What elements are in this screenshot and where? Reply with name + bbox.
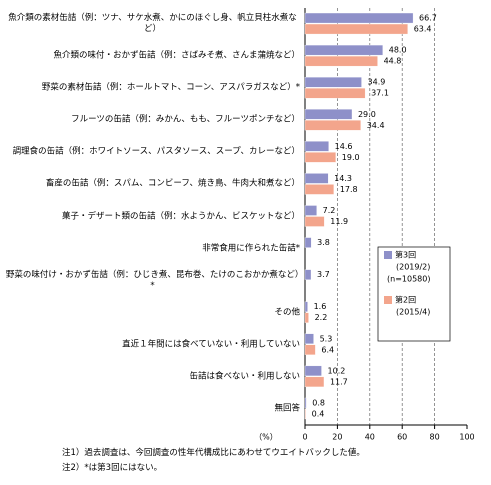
bar	[304, 365, 322, 377]
legend-label: (2015/4)	[396, 308, 430, 317]
value-label: 66.7	[419, 14, 437, 23]
category-label: 調理食の缶詰（例：ホワイトソース、パスタソース、スープ、カレーなど）	[12, 146, 300, 157]
bar	[304, 23, 408, 35]
category-label: 魚介類の味付・おかず缶詰（例：さばみそ煮、さんま蒲焼など）	[53, 50, 300, 61]
category-label: フルーツの缶詰（例：みかん、もも、フルーツポンチなど）	[71, 114, 300, 125]
legend-label: 第2回	[395, 295, 416, 305]
bar	[304, 397, 307, 409]
bar	[304, 77, 362, 88]
value-label: 63.4	[414, 25, 432, 34]
legend-label: (n=10580)	[387, 275, 430, 284]
x-tick-label: 60	[397, 433, 407, 442]
category-label: 直近１年間には食べていない・利用していない	[122, 339, 300, 350]
category-label: 畜産の缶詰（例：スパム、コンビーフ、焼き鳥、牛肉大和煮など）	[45, 178, 300, 189]
value-label: 7.2	[323, 206, 336, 215]
value-label: 3.7	[317, 270, 330, 279]
value-label: 3.8	[317, 238, 330, 247]
value-label: 17.8	[340, 185, 358, 194]
bar	[304, 312, 309, 323]
bar	[304, 184, 334, 195]
bar	[304, 344, 316, 355]
bar	[304, 205, 317, 216]
bar	[304, 55, 378, 67]
value-label: 10.2	[328, 366, 346, 375]
value-label: 44.8	[384, 57, 402, 66]
category-label: 野菜の味付け・おかず缶詰（例：ひじき煮、昆布巻、たけのこおかか煮など）*	[5, 269, 300, 291]
x-tick-label: 0	[302, 433, 307, 442]
x-tick-label: 40	[365, 433, 375, 442]
bar	[304, 12, 414, 24]
bar	[304, 152, 336, 163]
category-label: 非常食用に作られた缶詰*	[202, 243, 300, 254]
value-label: 34.9	[368, 78, 386, 87]
value-label: 29.0	[358, 110, 376, 119]
category-label: 野菜の素材缶詰（例：ホールトマト、コーン、アスパラガスなど）*	[41, 82, 300, 93]
value-label: 11.9	[330, 217, 348, 226]
bar	[304, 44, 383, 56]
value-label: 37.1	[371, 89, 389, 98]
x-tick-label: 100	[459, 433, 474, 442]
legend-label: 第3回	[395, 250, 416, 260]
x-tick-label: 80	[430, 433, 440, 442]
value-label: 34.4	[367, 121, 385, 130]
bar	[304, 141, 329, 152]
value-label: 1.6	[314, 302, 327, 311]
bar	[304, 333, 314, 344]
bar	[304, 376, 325, 388]
x-tick-label: 20	[332, 433, 342, 442]
value-label: 11.7	[330, 377, 348, 386]
category-label: 魚介類の素材缶詰（例：ツナ、サケ水煮、かにのほぐし身、帆立貝柱水煮など）	[8, 13, 297, 35]
bar	[304, 173, 329, 184]
category-label: 無回答	[274, 403, 300, 414]
legend-swatch	[384, 296, 392, 304]
note: 注2）*は第3回にはない。	[62, 463, 163, 473]
value-label: 14.6	[335, 142, 353, 151]
bar	[304, 301, 308, 312]
note: 注1）過去調査は、今回調査の性年代構成比にあわせてウエイトバックした値。	[62, 448, 365, 458]
bar	[304, 216, 325, 227]
value-label: 6.4	[321, 345, 334, 354]
bar	[304, 88, 366, 99]
category-label: 菓子・デザート類の缶詰（例：水ようかん、ビスケットなど）	[61, 211, 300, 221]
bar	[304, 120, 361, 131]
category-label: 缶詰は食べない・利用しない	[189, 371, 300, 382]
bar	[304, 237, 312, 248]
value-label: 48.0	[389, 46, 407, 55]
legend-label: (2019/2)	[396, 263, 430, 272]
bar	[304, 269, 312, 280]
value-label: 0.4	[312, 409, 325, 418]
value-label: 14.3	[334, 174, 352, 183]
legend-swatch	[384, 251, 392, 259]
value-label: 2.2	[315, 313, 328, 322]
x-axis-label: （%）	[254, 433, 278, 442]
bar	[304, 408, 306, 420]
value-label: 5.3	[320, 334, 333, 343]
legend-box	[377, 246, 451, 342]
value-label: 19.0	[342, 153, 360, 162]
value-label: 0.8	[312, 398, 325, 407]
bar	[304, 109, 353, 120]
category-label: その他	[274, 307, 300, 318]
